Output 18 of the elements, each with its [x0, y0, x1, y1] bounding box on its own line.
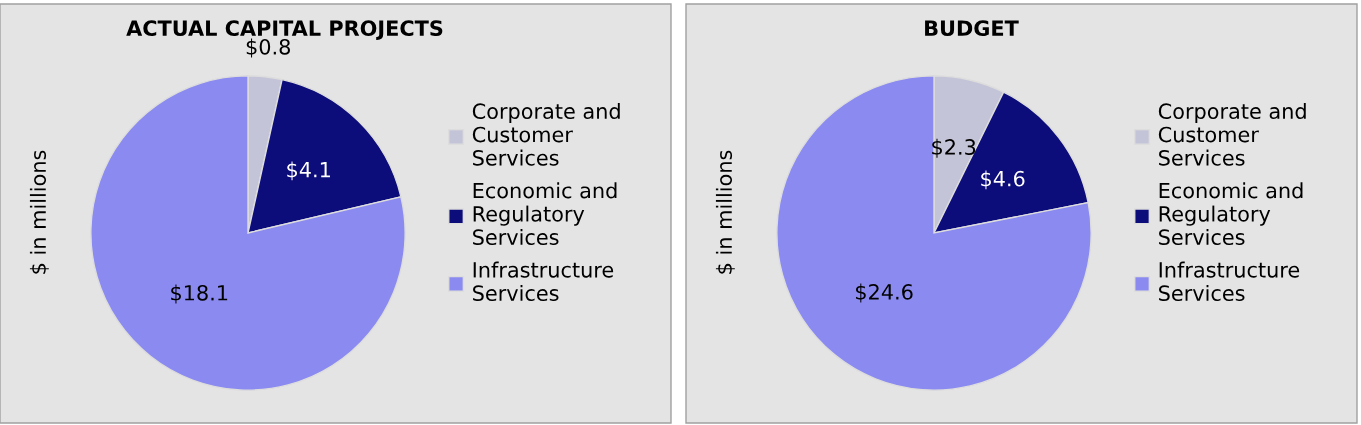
legend-label: Economic and Regulatory Services — [1159, 182, 1303, 246]
data-label: $4.6 — [981, 170, 1025, 190]
chart-title: BUDGET — [925, 20, 1019, 37]
pie-slice — [247, 78, 402, 234]
data-label: $4.1 — [287, 161, 330, 181]
data-label: $0.8 — [246, 38, 290, 58]
data-label: $24.6 — [856, 283, 913, 303]
legend-label: Corporate and Customer Services — [472, 102, 620, 166]
legend-label: Infrastructure Services — [473, 261, 614, 302]
text: $ in millions — [29, 150, 49, 274]
legend-label: Corporate and Customer Services — [1158, 102, 1306, 166]
legend-label: Economic and Regulatory Services — [473, 182, 617, 246]
pie-slice — [90, 75, 406, 391]
pie-slice — [776, 75, 1092, 391]
legend-label: Infrastructure Services — [1159, 261, 1300, 302]
text: $ in millions — [715, 150, 735, 274]
data-label: $18.1 — [171, 284, 228, 304]
data-label: $2.3 — [932, 138, 976, 158]
